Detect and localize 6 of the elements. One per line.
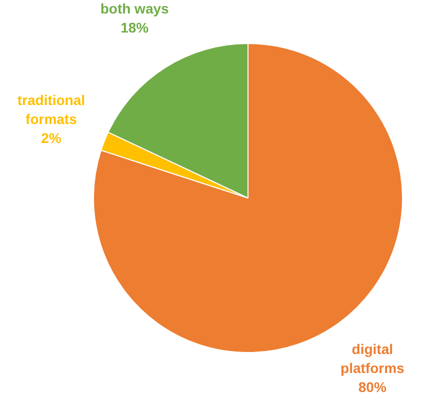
- data-label: 2%: [41, 130, 62, 146]
- slice-label: traditional formats: [17, 92, 86, 127]
- data-label: 18%: [120, 20, 150, 36]
- data-label: 80%: [358, 379, 387, 396]
- slice-label: both ways: [100, 0, 170, 17]
- slice-label: digital platforms: [340, 341, 405, 376]
